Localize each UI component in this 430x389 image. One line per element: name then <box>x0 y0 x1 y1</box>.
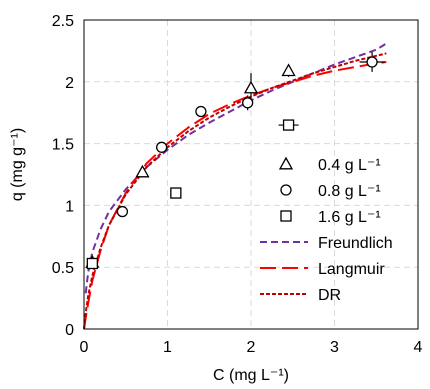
x-tick-label: 3 <box>330 339 339 356</box>
x-tick-label: 4 <box>414 339 423 356</box>
triangle-data-point <box>281 63 296 77</box>
x-tick-label: 1 <box>163 339 172 356</box>
circle-data-point <box>242 97 254 109</box>
legend: 0.4 g L⁻¹ 0.8 g L⁻¹ 1.6 g L⁻¹ Freundlich Lan… <box>260 156 393 304</box>
y-tick-label: 2.5 <box>52 13 74 30</box>
legend-label: 1.6 g L⁻¹ <box>318 209 381 226</box>
curve-long-dash <box>83 61 387 330</box>
triangle-data-point <box>135 164 150 178</box>
x-axis-title: C (mg L⁻¹) <box>213 367 289 384</box>
y-tick-label: 1.5 <box>52 137 74 154</box>
square-data-point <box>86 257 98 270</box>
legend-label: DR <box>318 287 341 304</box>
circle-data-point <box>195 105 207 118</box>
circle-data-point <box>156 141 168 153</box>
gridlines <box>84 20 418 329</box>
legend-triangle-swatch <box>278 156 294 170</box>
circle-data-point <box>116 205 129 218</box>
legend-label: 0.8 g L⁻¹ <box>318 183 381 200</box>
square-data-point <box>282 119 295 131</box>
y-tick-label: 0 <box>65 322 74 339</box>
triangle-data-point <box>243 80 259 94</box>
x-tick-label: 0 <box>80 339 89 356</box>
legend-label: Freundlich <box>318 235 393 252</box>
fitted-curves <box>83 42 387 330</box>
legend-label: 0.4 g L⁻¹ <box>318 157 381 174</box>
legend-circle-swatch <box>280 184 292 196</box>
x-tick-label: 2 <box>247 339 256 356</box>
legend-square-swatch <box>280 210 292 222</box>
y-axis-title: q (mg g⁻¹) <box>9 128 26 201</box>
tick-labels: 0 1 2 3 4 0 0.5 1 1.5 2 2.5 <box>52 13 423 356</box>
legend-label: Langmuir <box>318 261 385 278</box>
y-tick-label: 1 <box>65 198 74 215</box>
circle-data-point <box>366 56 378 68</box>
y-tick-label: 0.5 <box>52 260 74 277</box>
curve-short-dash <box>84 42 387 294</box>
plot-area-frame <box>83 19 419 330</box>
square-data-point <box>170 187 182 199</box>
data-points <box>85 52 385 270</box>
y-tick-label: 2 <box>65 75 74 92</box>
